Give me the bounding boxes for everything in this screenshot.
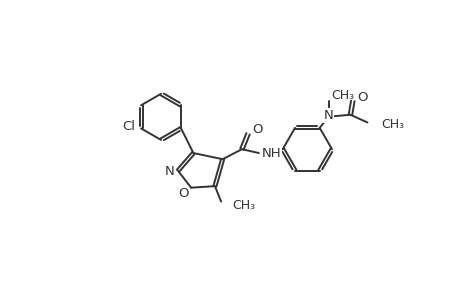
Text: CH₃: CH₃: [231, 199, 254, 212]
Text: N: N: [164, 165, 174, 178]
Text: O: O: [178, 187, 188, 200]
Text: N: N: [323, 109, 333, 122]
Text: CH₃: CH₃: [330, 89, 353, 102]
Text: O: O: [357, 91, 367, 104]
Text: Cl: Cl: [122, 120, 135, 134]
Text: CH₃: CH₃: [381, 118, 403, 130]
Text: NH: NH: [261, 146, 281, 160]
Text: O: O: [252, 123, 262, 136]
